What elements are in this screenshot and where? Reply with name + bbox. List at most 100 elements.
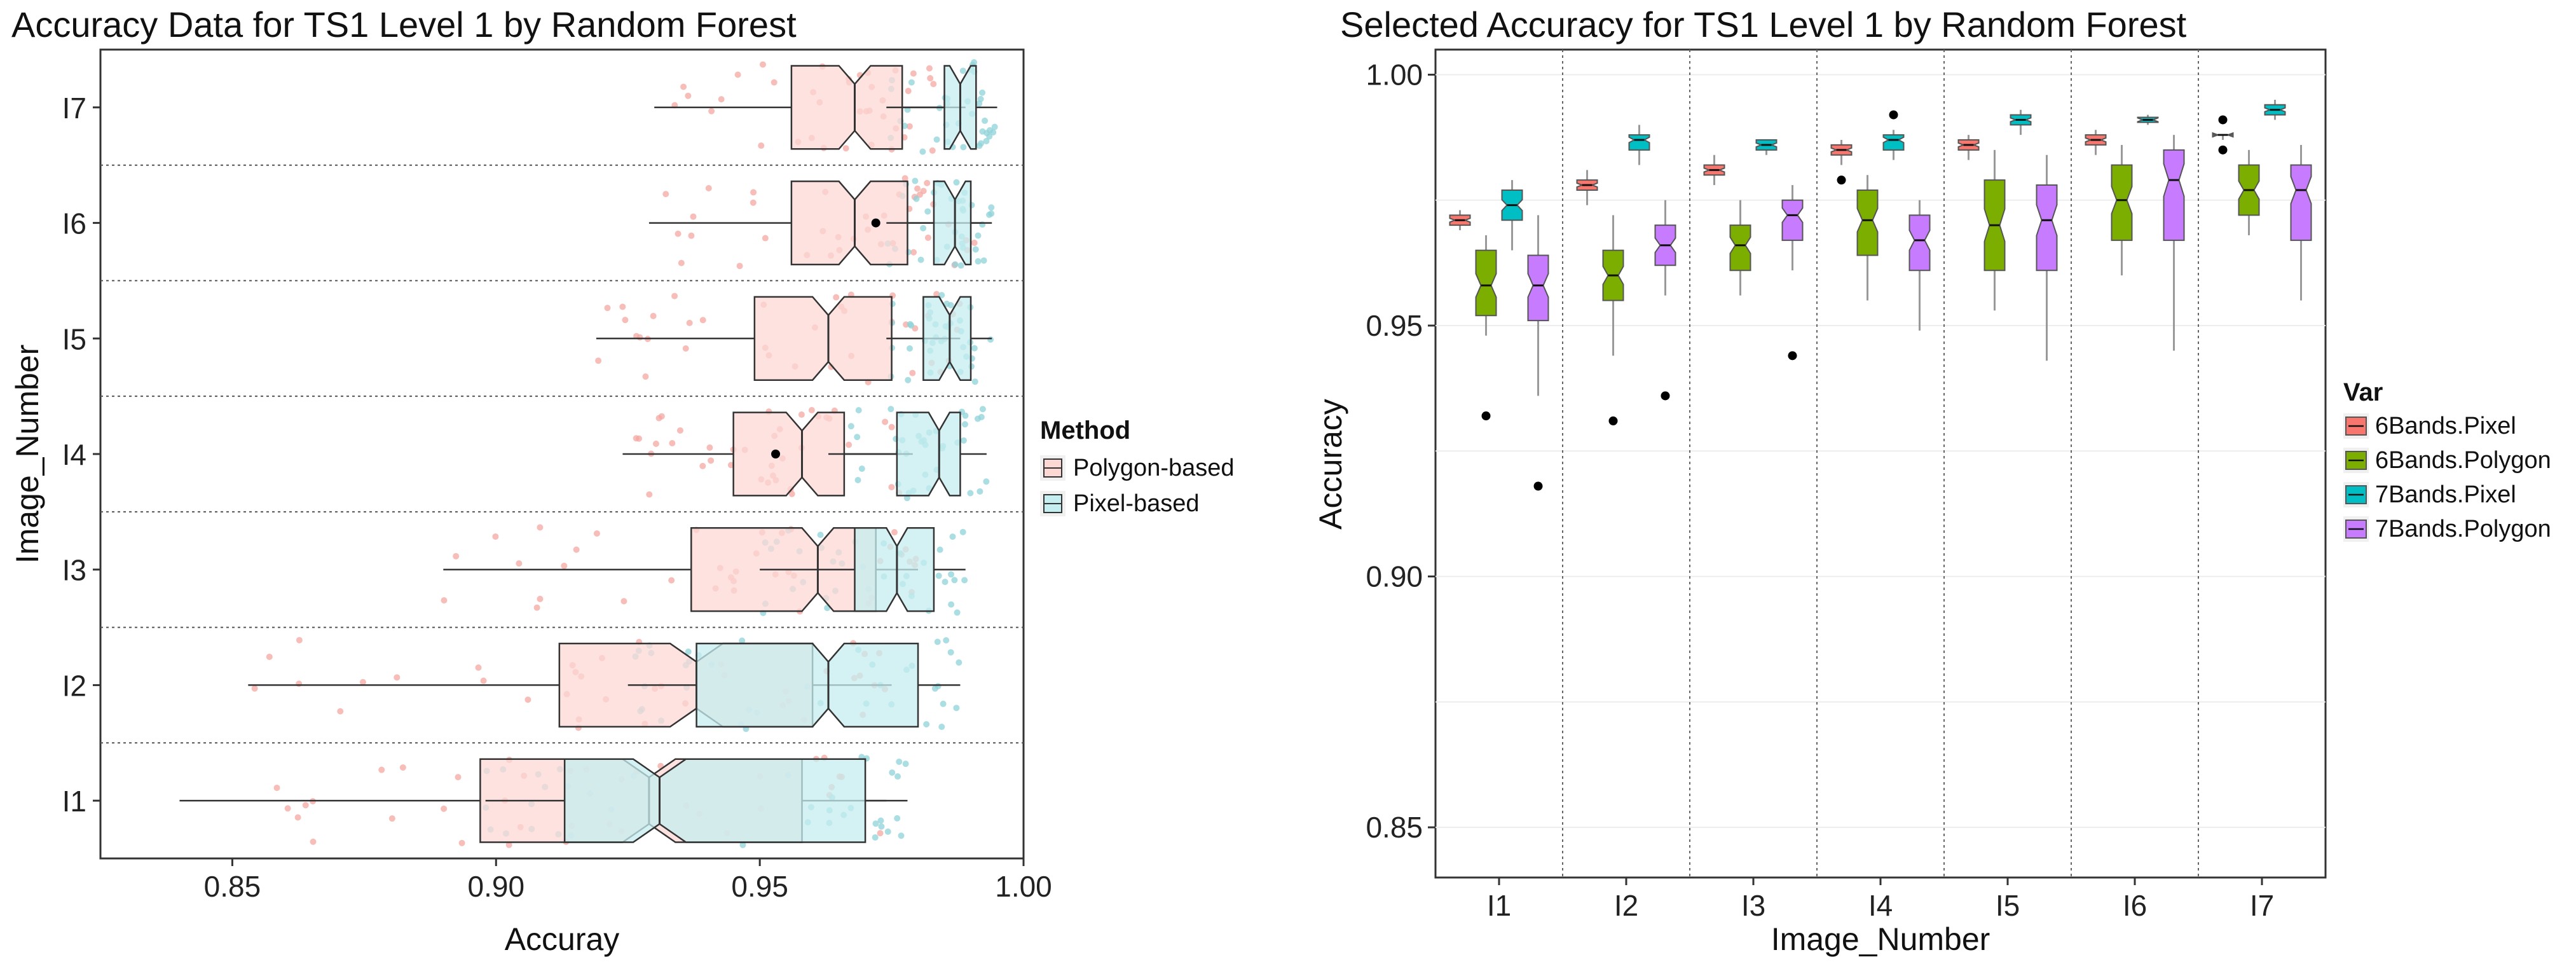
jitter-point (636, 334, 643, 341)
box-6bands-pixel-i7 (2212, 132, 2234, 138)
box-pixel-based-i3 (854, 527, 935, 612)
jitter-point (902, 761, 909, 768)
legend-label: 6Bands.Polygon (2375, 447, 2551, 474)
jitter-point (680, 83, 687, 90)
jitter-point (492, 533, 499, 540)
box-polygon-based-i7 (790, 65, 903, 150)
jitter-point (959, 528, 966, 535)
jitter-point (284, 805, 291, 812)
jitter-point (953, 179, 960, 186)
x-tick-label: I7 (2250, 889, 2274, 922)
jitter-point (894, 815, 901, 822)
outlier-point (2218, 115, 2228, 125)
jitter-point (896, 758, 903, 765)
jitter-point (914, 185, 921, 192)
jitter-point (940, 700, 947, 707)
y-tick-label: I4 (62, 438, 86, 471)
jitter-point (762, 235, 769, 242)
jitter-point (533, 604, 540, 611)
jitter-point (620, 598, 627, 605)
jitter-point (337, 708, 344, 715)
jitter-point (930, 81, 937, 88)
jitter-point (980, 257, 987, 264)
box-7bands-polygon-i6 (2163, 149, 2185, 241)
outlier-point (871, 218, 880, 228)
jitter-point (920, 224, 927, 231)
jitter-point (708, 457, 715, 464)
jitter-point (441, 597, 448, 604)
jitter-point (924, 208, 931, 215)
y-tick-label: 0.95 (1366, 309, 1423, 342)
jitter-point (302, 802, 309, 809)
jitter-point (652, 440, 659, 447)
box-7bands-pixel-i2 (1628, 134, 1650, 151)
jitter-point (847, 423, 854, 430)
jitter-point (972, 246, 979, 253)
jitter-point (394, 674, 401, 681)
jitter-point (978, 140, 985, 147)
jitter-point (986, 133, 993, 140)
jitter-point (987, 336, 994, 343)
outlier-point (1533, 481, 1543, 491)
jitter-point (561, 562, 568, 569)
jitter-point (943, 637, 950, 644)
jitter-point (983, 137, 990, 144)
outlier-point (1788, 351, 1797, 361)
jitter-point (938, 292, 945, 299)
y-tick-label: I3 (62, 554, 86, 587)
left-gridlines (100, 164, 1024, 744)
jitter-point (979, 406, 986, 413)
jitter-point (910, 70, 917, 77)
jitter-point (975, 258, 982, 265)
jitter-point (475, 664, 482, 671)
outlier-point (1837, 176, 1846, 185)
right-legend: Var 6Bands.Pixel 6Bands.Polygon 7Bands.Pix… (2343, 378, 2551, 542)
box-7bands-polygon-i4 (1908, 214, 1931, 272)
x-tick-label: 1.00 (995, 870, 1052, 903)
box-pixel-based-i5 (922, 296, 972, 381)
legend-label: 7Bands.Pixel (2375, 481, 2516, 508)
jitter-point (982, 117, 989, 124)
jitter-point (933, 291, 940, 298)
jitter-point (948, 571, 955, 578)
legend-label: Polygon-based (1073, 455, 1235, 481)
x-tick-label: 0.85 (204, 870, 261, 903)
jitter-point (960, 437, 967, 444)
jitter-point (636, 435, 643, 442)
jitter-point (954, 609, 961, 616)
jitter-point (854, 434, 861, 441)
jitter-point (983, 478, 990, 485)
right-legend-title: Var (2343, 378, 2383, 406)
jitter-point (771, 79, 778, 86)
x-tick-label: I1 (1487, 889, 1511, 922)
box-7bands-polygon-i7 (2290, 164, 2312, 241)
jitter-point (979, 89, 986, 96)
jitter-point (910, 249, 917, 256)
jitter-point (924, 179, 931, 186)
jitter-point (957, 262, 964, 269)
jitter-point (736, 263, 743, 270)
jitter-point (662, 191, 669, 198)
jitter-point (936, 546, 943, 553)
jitter-point (878, 823, 885, 830)
jitter-point (310, 838, 317, 845)
jitter-point (971, 59, 978, 66)
jitter-point (971, 378, 978, 385)
jitter-point (960, 144, 967, 151)
jitter-point (934, 638, 941, 645)
box-6bands-polygon-i6 (2111, 164, 2133, 241)
x-tick-label: I4 (1868, 889, 1893, 922)
jitter-point (266, 653, 273, 660)
jitter-point (961, 421, 968, 428)
left-x-axis-label: Accuray (505, 921, 620, 957)
jitter-point (975, 232, 982, 239)
jitter-point (877, 830, 884, 837)
y-tick-label: I2 (62, 669, 86, 702)
jitter-point (699, 462, 706, 469)
jitter-point (678, 259, 685, 266)
jitter-point (453, 553, 460, 560)
box-6bands-polygon-i1 (1475, 249, 1497, 317)
x-tick-label: 0.90 (468, 870, 525, 903)
jitter-point (808, 407, 815, 414)
jitter-point (888, 423, 895, 430)
